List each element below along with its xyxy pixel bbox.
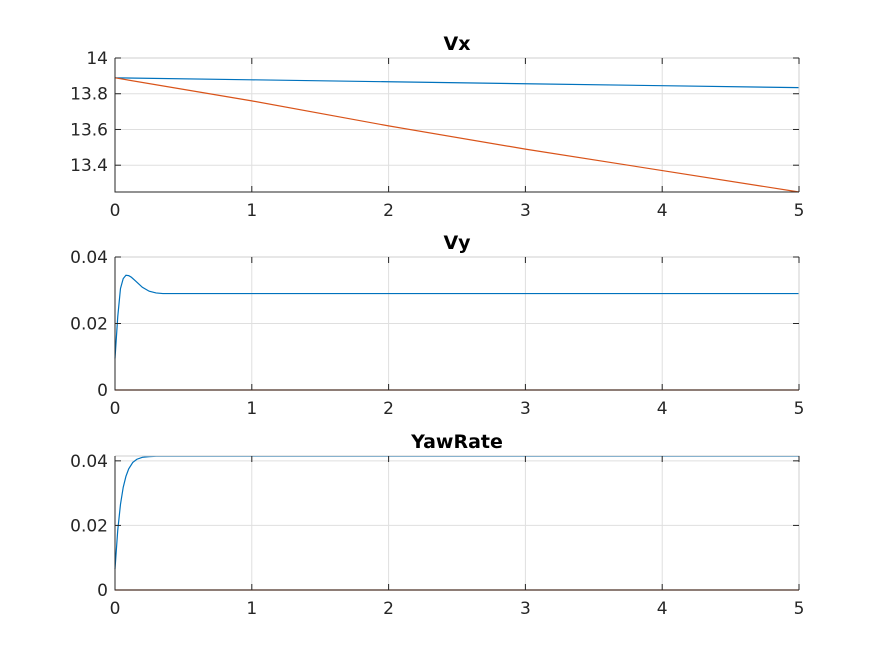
subplot-title: Vy [443, 232, 471, 254]
x-tick-label: 0 [110, 399, 121, 419]
y-tick-label: 13.4 [70, 156, 108, 176]
series-line-1 [114, 455, 799, 570]
axis-frame [114, 58, 799, 193]
subplot-2: 0 1 2 3 4 5 0 0.02 0.04 Vy [70, 232, 804, 419]
x-tick-label: 2 [383, 201, 394, 221]
subplot-title: YawRate [410, 431, 503, 453]
x-tick-label: 3 [520, 599, 531, 619]
x-tick-label: 0 [110, 201, 121, 221]
y-tick-label: 14 [86, 49, 108, 69]
x-tick-label: 1 [246, 399, 257, 419]
x-tick-label: 4 [657, 399, 668, 419]
y-tick-label: 0.04 [70, 452, 108, 472]
x-tick-label: 5 [794, 399, 805, 419]
x-tick-label: 1 [246, 599, 257, 619]
subplot-1: 0 1 2 3 4 5 13.4 13.6 13.8 14 Vx [70, 33, 804, 221]
y-tick-label: 0 [97, 381, 108, 401]
x-tick-label: 3 [520, 399, 531, 419]
series-line-2 [114, 77, 800, 193]
y-tick-label: 13.6 [70, 120, 108, 140]
y-tick-label: 0 [97, 581, 108, 601]
x-tick-label: 2 [383, 399, 394, 419]
axis-frame-outer [115, 57, 800, 192]
subplot-3: 0 1 2 3 4 5 0 0.02 0.04 YawRate [70, 431, 804, 619]
x-tick-label: 5 [794, 599, 805, 619]
series-line-1 [114, 77, 800, 89]
axis-frame-outer [115, 455, 800, 590]
x-tick-label: 3 [520, 201, 531, 221]
axis-frame [114, 456, 799, 591]
x-tick-label: 4 [657, 599, 668, 619]
x-tick-label: 4 [657, 201, 668, 221]
y-tick-label: 0.04 [70, 248, 108, 268]
subplot-title: Vx [444, 33, 471, 55]
y-tick-label: 0.02 [70, 516, 108, 536]
x-tick-label: 2 [383, 599, 394, 619]
y-tick-label: 0.02 [70, 315, 108, 335]
x-tick-label: 5 [794, 201, 805, 221]
x-tick-label: 1 [246, 201, 257, 221]
y-tick-label: 13.8 [70, 85, 108, 105]
x-tick-label: 0 [110, 599, 121, 619]
series-line-1 [114, 274, 799, 359]
